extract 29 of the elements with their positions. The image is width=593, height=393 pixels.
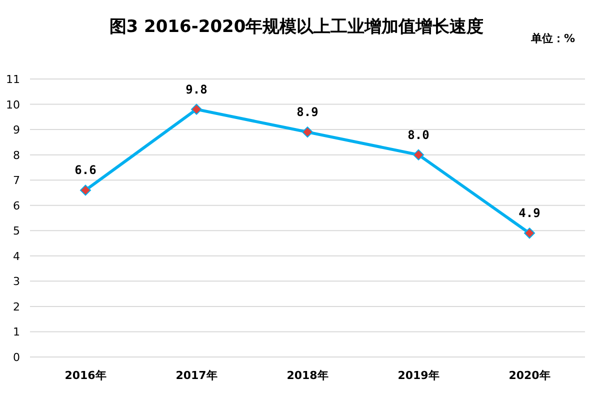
- y-tick-label: 9: [13, 124, 20, 137]
- x-tick-label: 2016年: [64, 369, 106, 382]
- y-tick-label: 10: [6, 98, 20, 112]
- data-label: 8.9: [296, 105, 318, 120]
- point: [524, 228, 535, 239]
- point: [302, 126, 313, 138]
- y-tick-label: 6: [13, 199, 20, 212]
- y-tick-label: 4: [13, 250, 20, 263]
- data-label: 8.0: [408, 128, 430, 142]
- point: [191, 104, 202, 115]
- x-tick-label: 2019年: [398, 369, 440, 382]
- data-label: 9.8: [186, 82, 208, 96]
- x-tick-label: 2020年: [508, 369, 550, 382]
- point: [80, 184, 91, 196]
- y-tick-label: 8: [13, 148, 20, 162]
- point: [413, 149, 424, 160]
- x-tick-label: 2017年: [176, 369, 218, 382]
- y-tick-label: 11: [6, 73, 20, 86]
- y-tick-label: 1: [13, 326, 20, 339]
- y-axis-title: 单位：%: [530, 32, 575, 45]
- y-tick-label: 2: [13, 300, 20, 314]
- y-tick-label: 5: [13, 224, 20, 238]
- x-tick-label: 2018年: [286, 369, 328, 382]
- data-label: 4.9: [518, 206, 540, 220]
- y-tick-label: 7: [13, 174, 20, 188]
- y-tick-label: 0: [13, 351, 20, 364]
- y-tick-label: 3: [13, 275, 20, 288]
- chart-title: 图3 2016-2020年规模以上工业增加值增长速度: [109, 17, 484, 37]
- data-label: 6.6: [74, 163, 96, 178]
